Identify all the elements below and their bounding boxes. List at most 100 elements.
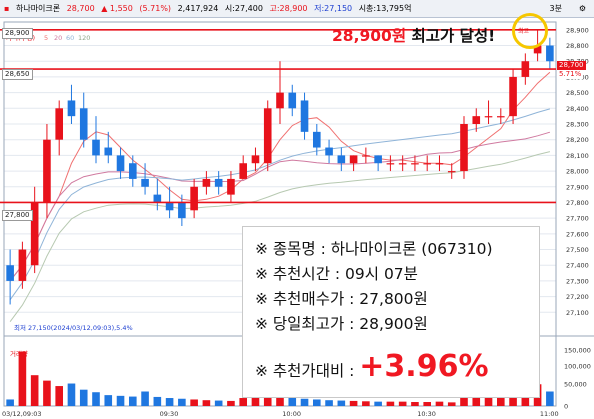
volume-bar [374, 401, 382, 406]
settings-icon[interactable]: ⚙ [578, 4, 586, 13]
info-high-value: 28,900원 [359, 315, 428, 333]
info-buy-price: ※ 추천매수가 : 27,800원 [255, 287, 428, 309]
hline-label-28900: 28,900 [2, 28, 33, 39]
y-tick-label: 28,300 [566, 121, 589, 129]
period-select[interactable]: 3분 [549, 4, 562, 13]
y-tick-label: 28,400 [566, 105, 589, 113]
x-axis: 03/12,09:03 09:30 10:00 10:30 11:00 [2, 410, 559, 418]
candle-body [509, 76, 517, 117]
y-tick-label: 27,100 [566, 309, 589, 317]
candle-body [190, 186, 198, 211]
y-tick-label: 28,100 [566, 152, 589, 160]
legend-ma120: 120 [78, 34, 90, 42]
y-tick-label: 27,700 [566, 215, 589, 223]
volume-bar [276, 392, 284, 406]
candle-body [116, 155, 125, 172]
volume-bar [153, 396, 162, 406]
volume-bar [472, 393, 481, 406]
volume-bar [116, 395, 125, 406]
volume-bar [165, 398, 174, 406]
candle-body [178, 202, 186, 219]
info-buy-value: 27,800원 [359, 290, 428, 308]
volume-bar [55, 386, 64, 406]
candle-body [202, 178, 211, 187]
y-tick-label: 27,400 [566, 262, 589, 270]
y-tick-label: 27,200 [566, 293, 589, 301]
volume-bar [251, 395, 260, 406]
volume-bar [546, 391, 554, 406]
candle-body [325, 147, 333, 156]
y-tick-label: 28,000 [566, 168, 589, 176]
volume-bar [435, 401, 444, 406]
moving-averages [9, 71, 551, 322]
y-tick-label: 27,300 [566, 277, 589, 285]
y-tick-label: 27,600 [566, 230, 589, 238]
candle-body [104, 147, 113, 156]
x-tick-label: 10:00 [282, 410, 301, 418]
high-price: 고:28,900 [269, 4, 308, 13]
callout-text: 최고가 달성! [411, 27, 496, 45]
hline-label-27800: 27,800 [2, 210, 33, 221]
pct-tag: 5.71% [557, 70, 584, 79]
candle-body [337, 155, 346, 164]
y-tick-label: 27,500 [566, 246, 589, 254]
candle-body [165, 202, 174, 211]
high-callout: 28,900원 최고가 달성! [332, 24, 495, 46]
candle-body [300, 100, 309, 132]
candle-body [496, 116, 505, 118]
volume-bar [312, 399, 321, 406]
stock-name[interactable]: 하나마이크론 [15, 4, 61, 13]
candle-body [411, 163, 419, 165]
candle-body [349, 155, 358, 164]
candle-body [386, 163, 395, 165]
volume-bar [325, 400, 333, 406]
volume-bars [6, 351, 554, 406]
candle-body [312, 131, 321, 148]
stock-info-bar: ▪ 하나마이크론 28,700 ▲ 1,550 (5.71%) 2,417,92… [0, 0, 594, 18]
candle-body [153, 194, 162, 203]
info-high-price: ※ 당일최고가 : 28,900원 [255, 312, 428, 334]
volume-bar [423, 402, 432, 406]
info-high-label: ※ 당일최고가 : [255, 315, 360, 333]
low-price: 저:27,150 [314, 4, 353, 13]
candle-body [239, 163, 248, 179]
candle-body [398, 163, 407, 165]
volume-value: 2,417,924 [177, 4, 219, 13]
legend-ma20: 20 [54, 34, 62, 42]
x-tick-label: 10:30 [417, 410, 436, 418]
info-time-label: ※ 추천시간 : [255, 265, 346, 283]
candle-body [276, 92, 284, 109]
info-stock-value: 하나마이크론 (067310) [330, 240, 493, 258]
candle-body [288, 92, 297, 109]
candle-body [251, 155, 260, 164]
volume-bar [43, 380, 51, 406]
candle-body [263, 108, 272, 164]
candle-body [533, 45, 542, 54]
volume-bar [67, 383, 76, 406]
volume-bar [128, 396, 137, 406]
info-gain-label: ※ 추천가대비 : [255, 362, 360, 380]
volume-bar [6, 399, 14, 406]
current-price-tag: 28,700 [557, 61, 586, 70]
volume-bar [18, 351, 27, 406]
low-note: 최저 27,150(2024/03/12,09:03),5.4% [14, 323, 133, 332]
info-time-value: 09시 07분 [345, 265, 418, 283]
candle-body [6, 265, 14, 281]
volume-bar [178, 398, 186, 406]
info-gain: ※ 추천가대비 : +3.96% [255, 349, 489, 384]
volume-bar [362, 401, 370, 406]
volume-bar [447, 402, 456, 406]
candles [6, 29, 554, 305]
volume-bar [300, 398, 309, 406]
volume-tick-label: 50,000 [564, 381, 587, 389]
volume-bar [227, 400, 235, 406]
horizontal-lines [0, 29, 556, 204]
volume-bar [263, 390, 272, 406]
y-tick-label: 27,900 [566, 183, 589, 191]
candle-body [79, 108, 88, 140]
y-tick-label: 28,800 [566, 42, 589, 50]
stock-icon: ▪ [4, 4, 10, 13]
info-stock-label: ※ 종목명 : [255, 240, 331, 258]
info-stock: ※ 종목명 : 하나마이크론 (067310) [255, 237, 493, 259]
volume-bar [214, 400, 223, 406]
